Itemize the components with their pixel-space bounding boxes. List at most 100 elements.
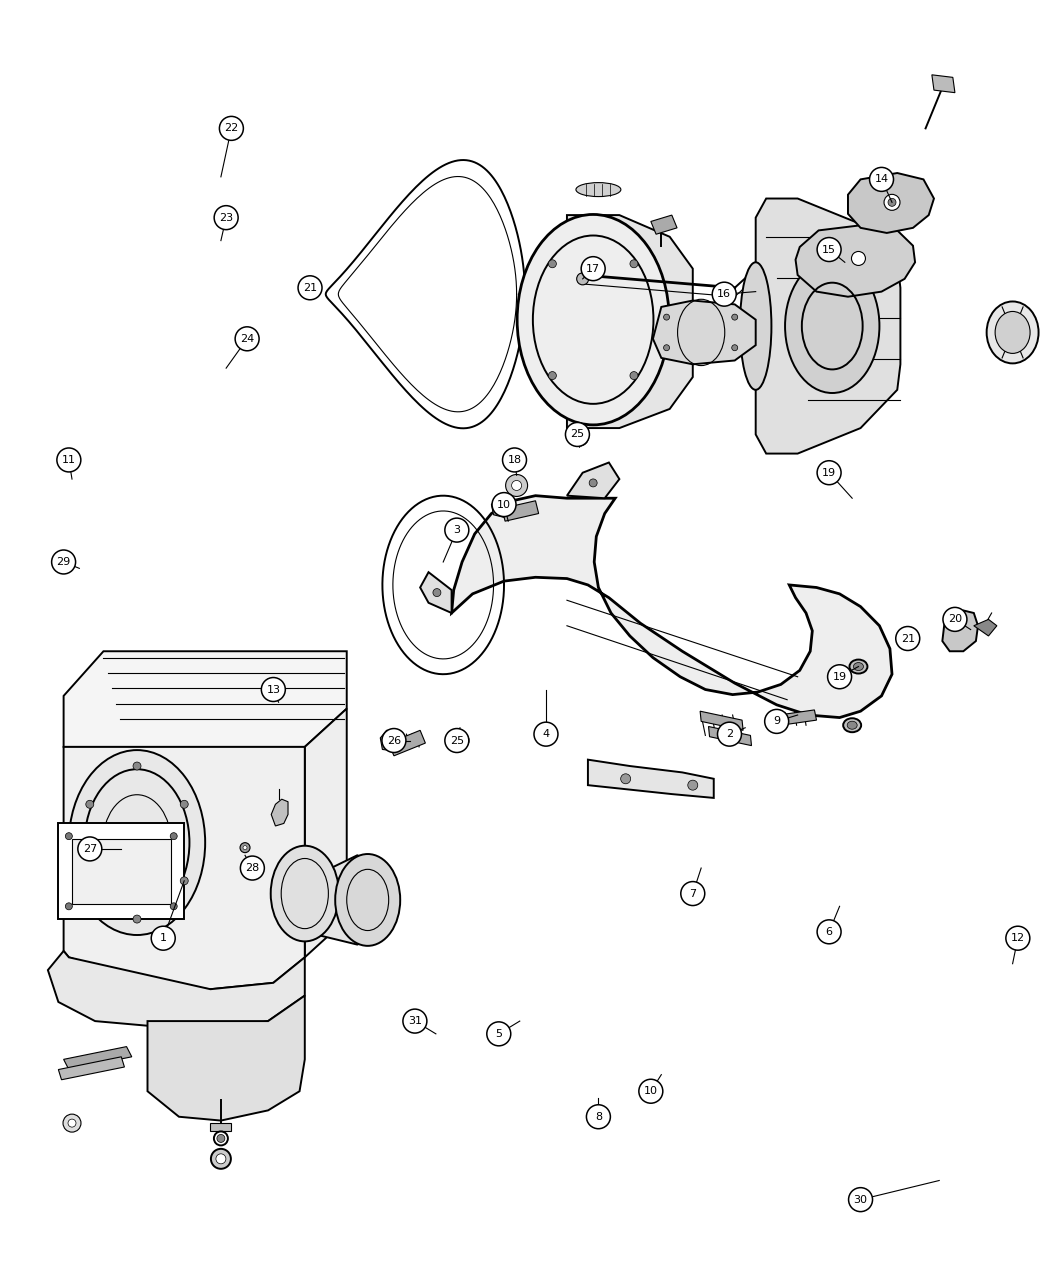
Polygon shape: [567, 215, 693, 428]
Circle shape: [452, 732, 469, 750]
Circle shape: [86, 801, 93, 808]
Ellipse shape: [785, 259, 880, 393]
Circle shape: [65, 903, 72, 909]
Circle shape: [575, 433, 584, 441]
Polygon shape: [271, 799, 288, 826]
Circle shape: [511, 480, 522, 490]
Circle shape: [506, 475, 527, 497]
Polygon shape: [59, 1057, 125, 1080]
Text: 25: 25: [449, 736, 464, 746]
Circle shape: [78, 836, 102, 861]
Text: 28: 28: [246, 863, 259, 873]
Text: 6: 6: [825, 927, 833, 937]
Circle shape: [382, 729, 406, 752]
Circle shape: [240, 843, 250, 853]
Text: 24: 24: [240, 333, 254, 344]
Text: 5: 5: [496, 1029, 502, 1039]
Circle shape: [170, 833, 177, 840]
Polygon shape: [942, 610, 978, 651]
Polygon shape: [779, 710, 817, 725]
Circle shape: [943, 608, 967, 631]
Circle shape: [630, 372, 638, 379]
Polygon shape: [388, 730, 425, 756]
Polygon shape: [64, 747, 304, 990]
Circle shape: [51, 550, 76, 573]
Polygon shape: [567, 462, 619, 498]
Text: 7: 7: [689, 889, 696, 899]
Circle shape: [216, 1154, 226, 1163]
Circle shape: [817, 461, 841, 485]
Ellipse shape: [518, 215, 669, 425]
Circle shape: [445, 729, 468, 752]
Circle shape: [65, 833, 72, 840]
Circle shape: [848, 1188, 873, 1212]
Polygon shape: [64, 651, 347, 747]
Circle shape: [688, 780, 698, 790]
Circle shape: [586, 1105, 610, 1129]
Text: 25: 25: [570, 429, 585, 439]
Text: 29: 29: [57, 557, 70, 567]
Polygon shape: [64, 1047, 131, 1070]
Polygon shape: [452, 495, 892, 718]
Text: 31: 31: [407, 1016, 422, 1027]
Text: 14: 14: [875, 175, 888, 184]
Circle shape: [534, 723, 558, 746]
Circle shape: [570, 428, 588, 446]
Polygon shape: [588, 760, 714, 798]
Circle shape: [664, 345, 670, 351]
Polygon shape: [147, 996, 304, 1121]
Text: 11: 11: [62, 455, 76, 465]
Ellipse shape: [69, 750, 205, 935]
Circle shape: [503, 448, 526, 472]
Ellipse shape: [307, 286, 320, 296]
Circle shape: [566, 423, 589, 447]
Text: 27: 27: [83, 844, 97, 854]
Circle shape: [817, 238, 841, 262]
Circle shape: [717, 723, 741, 746]
Circle shape: [630, 259, 638, 268]
Circle shape: [151, 926, 175, 950]
Text: 3: 3: [454, 525, 460, 535]
Circle shape: [243, 845, 247, 849]
Circle shape: [732, 314, 738, 321]
Circle shape: [433, 589, 441, 596]
Circle shape: [181, 877, 188, 885]
Circle shape: [764, 710, 789, 733]
Text: 22: 22: [225, 124, 238, 133]
Circle shape: [298, 276, 322, 300]
Polygon shape: [420, 572, 451, 613]
Circle shape: [219, 116, 244, 140]
Ellipse shape: [843, 718, 861, 732]
Circle shape: [133, 916, 141, 923]
Circle shape: [214, 206, 238, 230]
Text: 2: 2: [726, 729, 733, 739]
Text: 15: 15: [822, 244, 836, 254]
Circle shape: [1006, 926, 1030, 950]
Circle shape: [712, 282, 736, 306]
Text: 9: 9: [773, 716, 780, 727]
Text: 18: 18: [507, 455, 522, 465]
Circle shape: [582, 257, 605, 281]
Circle shape: [869, 167, 894, 192]
Circle shape: [732, 345, 738, 351]
Polygon shape: [756, 198, 901, 453]
Polygon shape: [973, 619, 996, 636]
Circle shape: [211, 1149, 231, 1168]
Ellipse shape: [854, 663, 863, 670]
Polygon shape: [700, 711, 743, 730]
Polygon shape: [48, 951, 304, 1032]
Circle shape: [57, 448, 81, 472]
Circle shape: [86, 877, 93, 885]
Circle shape: [403, 1009, 427, 1033]
Text: 13: 13: [267, 684, 280, 695]
Polygon shape: [651, 215, 677, 234]
Polygon shape: [72, 839, 170, 904]
Circle shape: [884, 194, 900, 211]
Circle shape: [240, 856, 265, 880]
Text: 19: 19: [822, 467, 836, 478]
Polygon shape: [653, 300, 756, 364]
Text: 1: 1: [160, 933, 167, 944]
Circle shape: [548, 372, 556, 379]
Polygon shape: [210, 1122, 231, 1130]
Circle shape: [235, 327, 259, 351]
